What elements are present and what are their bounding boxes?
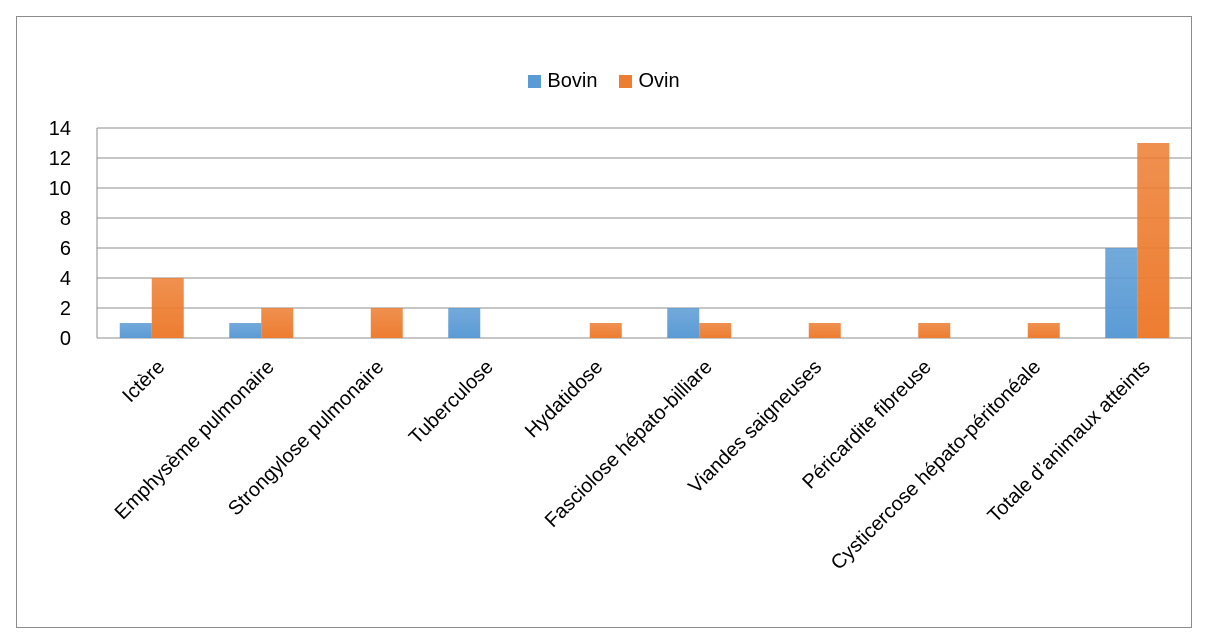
legend-item-ovin: Ovin <box>619 70 680 93</box>
bar-ovin-0 <box>151 278 184 338</box>
legend: Bovin Ovin <box>0 70 1208 93</box>
bar-ovin-5 <box>699 323 732 338</box>
bar-bovin-1 <box>229 323 262 338</box>
bar-ovin-4 <box>589 323 622 338</box>
bar-ovin-2 <box>370 308 403 338</box>
bar-ovin-6 <box>808 323 841 338</box>
y-tick-label: 8 <box>60 208 71 230</box>
y-tick-label: 2 <box>60 298 71 320</box>
legend-item-bovin: Bovin <box>528 70 597 93</box>
x-tick-label: Cysticercose hépato-péritonéale <box>827 356 1045 574</box>
legend-label-ovin: Ovin <box>638 70 680 92</box>
bar-ovin-7 <box>918 323 951 338</box>
y-tick-label: 4 <box>60 268 71 290</box>
bars <box>119 143 1170 338</box>
bar-bovin-9 <box>1105 248 1138 338</box>
y-tick-label: 12 <box>49 148 71 170</box>
y-tick-label: 0 <box>60 328 71 350</box>
bar-bovin-0 <box>119 323 152 338</box>
gridlines <box>97 127 1192 339</box>
bar-bovin-5 <box>667 308 700 338</box>
bar-bovin-3 <box>448 308 481 338</box>
y-tick-label: 14 <box>49 118 71 140</box>
bar-ovin-9 <box>1137 143 1170 338</box>
x-tick-label: Tuberculose <box>405 356 498 449</box>
bar-ovin-1 <box>261 308 294 338</box>
legend-label-bovin: Bovin <box>547 70 598 92</box>
x-tick-label: Hydatidose <box>521 356 607 442</box>
legend-swatch-ovin <box>619 75 633 88</box>
x-tick-label: Ictère <box>118 356 169 407</box>
y-tick-label: 6 <box>60 238 71 260</box>
chart-frame <box>16 16 1192 628</box>
legend-swatch-bovin <box>528 75 542 88</box>
bar-ovin-8 <box>1027 323 1060 338</box>
y-tick-label: 10 <box>49 178 71 200</box>
